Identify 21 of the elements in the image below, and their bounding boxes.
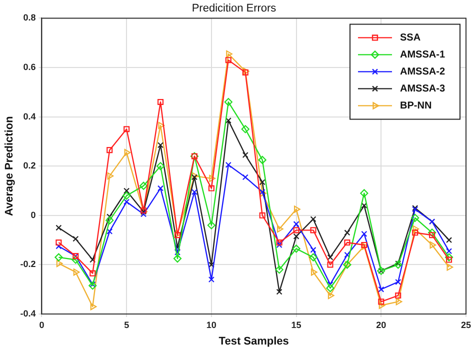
x-tick-label: 20 [376, 320, 386, 330]
y-tick-label: 0 [30, 210, 36, 220]
y-tick-label: 0.6 [23, 62, 36, 72]
x-tick-label: 5 [124, 320, 130, 330]
y-tick-label: -0.4 [20, 308, 36, 318]
chart-title: Predicition Errors [192, 2, 277, 15]
y-tick-label: 0.2 [23, 160, 36, 171]
x-axis-title: Test Samples [218, 335, 289, 348]
x-tick-label: 25 [460, 320, 471, 330]
x-tick-label: 15 [291, 320, 302, 330]
y-axis-title: Average Prediction [4, 116, 16, 216]
y-tick-label: -0.2 [20, 259, 36, 270]
x-tick-label: 0 [39, 320, 44, 330]
legend-label: AMSSA-3 [400, 83, 446, 94]
x-tick-label: 10 [206, 320, 216, 330]
legend-label: AMSSA-1 [400, 49, 446, 60]
legend-label: BP-NN [400, 100, 432, 112]
legend-label: AMSSA-2 [400, 66, 446, 78]
y-tick-label: 0.8 [23, 12, 36, 23]
y-tick-label: 0.4 [23, 111, 36, 122]
legend-label: SSA [400, 32, 421, 44]
